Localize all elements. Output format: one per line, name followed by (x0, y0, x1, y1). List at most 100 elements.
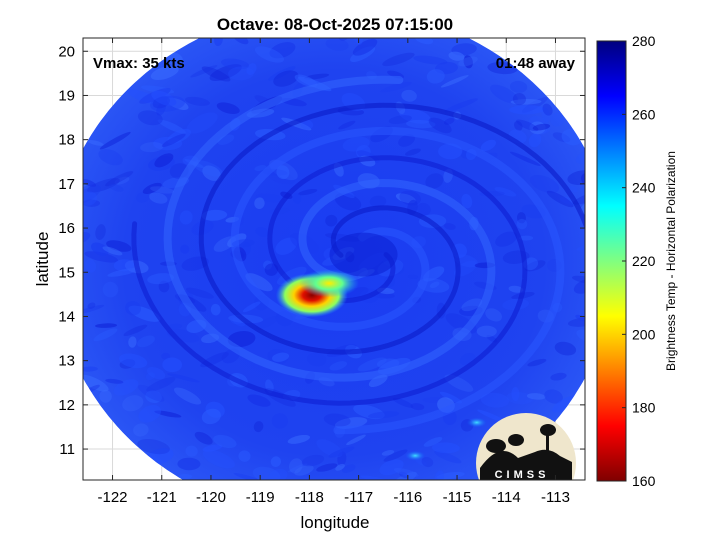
swath-texture (84, 259, 97, 273)
swath-texture (202, 449, 235, 469)
swath-texture (269, 42, 296, 59)
swath-texture (480, 139, 496, 152)
swath-texture (428, 117, 452, 134)
swath-texture (300, 119, 314, 130)
swath-texture (334, 192, 362, 211)
swath-texture (102, 246, 123, 256)
swath-texture (83, 366, 98, 372)
swath-texture (157, 119, 186, 134)
swath-texture (233, 38, 249, 45)
swath-texture (516, 218, 528, 230)
swath-texture (209, 64, 242, 82)
swath-texture (99, 131, 131, 150)
swath-texture (353, 404, 385, 420)
swath-texture (376, 358, 400, 369)
swath-texture (529, 175, 560, 193)
swath-texture (178, 473, 193, 480)
swath-texture (90, 242, 109, 256)
swath-texture (93, 328, 118, 342)
swath-texture (145, 372, 155, 381)
swath-texture (95, 323, 118, 328)
swath-texture (425, 173, 444, 189)
swath-texture (380, 81, 412, 93)
x-tick-label: -115 (443, 489, 472, 506)
swath-texture (325, 38, 349, 51)
swath-texture (292, 192, 302, 204)
swath-texture (127, 89, 160, 105)
swath-texture (357, 357, 387, 372)
swath-texture (490, 84, 518, 104)
swath-texture (193, 160, 223, 177)
swath-texture (150, 65, 179, 80)
storm-core (329, 232, 398, 277)
swath-texture (83, 199, 101, 207)
swath-texture (128, 305, 161, 322)
y-tick-label: 16 (58, 220, 75, 237)
cimss-logo: CIMSS (476, 413, 576, 480)
swath-texture (388, 115, 412, 124)
swath-texture (444, 223, 456, 230)
y-tick-label: 19 (58, 87, 75, 104)
swath-texture (167, 373, 200, 383)
swath-texture (158, 280, 170, 293)
swath-texture (142, 182, 162, 194)
y-tick-label: 14 (58, 308, 75, 325)
swath-texture (431, 442, 460, 454)
swath-texture (87, 139, 104, 146)
swath-texture (307, 352, 327, 367)
swath-texture (461, 298, 483, 312)
swath-texture (346, 434, 366, 446)
swath-texture (393, 468, 419, 477)
swath-texture (512, 92, 526, 106)
swath-texture (138, 404, 162, 423)
plot-area: CIMSS (83, 38, 585, 480)
swath-texture (149, 192, 168, 204)
swath-texture (107, 268, 139, 277)
x-axis-label: longitude (300, 513, 369, 532)
swath-texture (546, 190, 574, 208)
y-tick-label: 12 (58, 397, 75, 414)
swath-texture (140, 142, 164, 153)
swath-texture (511, 387, 520, 402)
swath-texture (137, 384, 165, 402)
vmax-annotation: Vmax: 35 kts (93, 55, 185, 72)
swath-texture (550, 112, 565, 127)
swath-texture (202, 165, 221, 181)
swath-texture (190, 65, 218, 78)
swath-texture (325, 214, 338, 227)
logo-dish-icon (508, 434, 524, 446)
swath-texture (168, 323, 183, 330)
swath-texture (270, 456, 282, 467)
swath-texture (485, 308, 502, 322)
swath-texture (137, 439, 170, 455)
swath-texture (245, 273, 273, 292)
swath-texture (335, 463, 345, 471)
swath-texture (147, 273, 174, 285)
swath-texture (342, 136, 370, 152)
swath-texture (146, 377, 176, 392)
swath-texture (379, 459, 404, 476)
swath-texture (140, 85, 175, 94)
swath-texture (438, 143, 463, 160)
swath-texture (443, 117, 455, 125)
rain-band (230, 126, 565, 435)
swath-texture (154, 153, 174, 168)
swath-texture (329, 361, 348, 371)
swath-texture (194, 431, 213, 445)
x-tick-label: -119 (246, 489, 275, 506)
swath-texture (83, 184, 101, 205)
swath-texture (532, 123, 551, 131)
swath-texture (573, 278, 585, 294)
swath-texture (567, 317, 585, 327)
swath-texture (509, 151, 541, 167)
swath-texture (272, 352, 290, 362)
swath-texture (510, 98, 542, 105)
swath-texture (554, 341, 577, 356)
swath-texture (328, 446, 355, 458)
swath-texture (252, 466, 281, 480)
swath-texture (383, 449, 408, 462)
swath-texture (509, 105, 545, 115)
swath-texture (185, 287, 214, 299)
swath-texture (405, 148, 421, 156)
colorbar-ticks: 160 180 200 220 240 260 280 (622, 33, 656, 489)
